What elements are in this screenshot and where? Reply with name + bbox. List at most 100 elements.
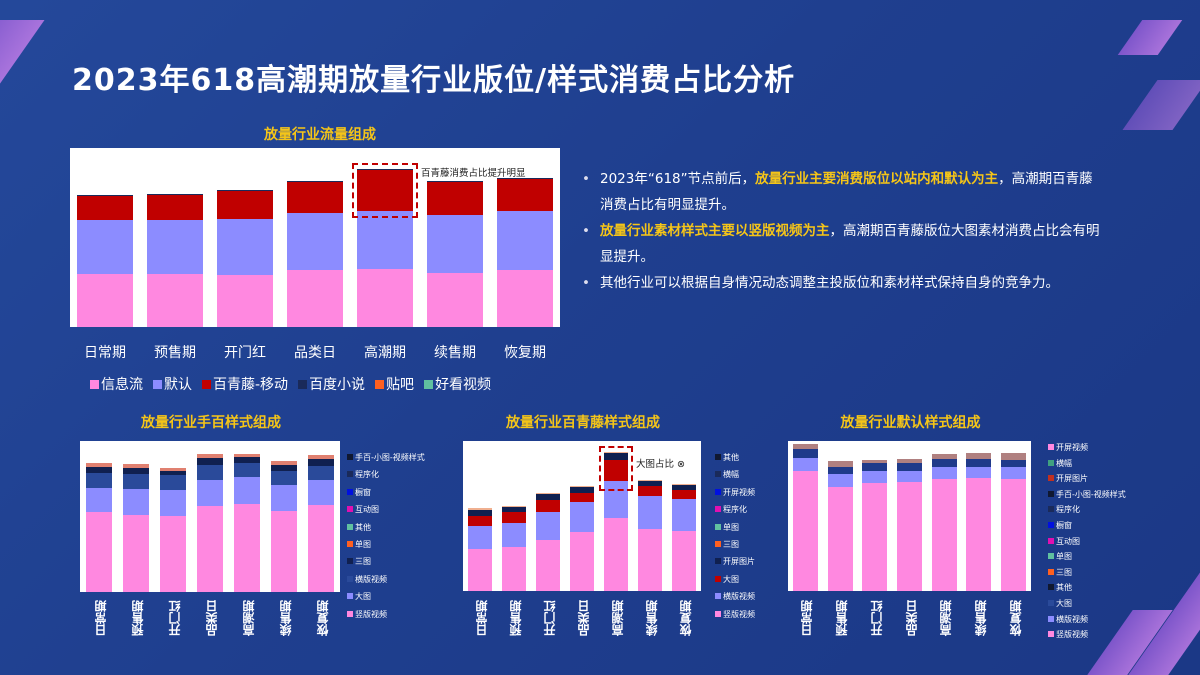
legend-label: 好看视频 xyxy=(435,377,492,393)
bar-segment xyxy=(862,483,888,591)
legend-label: 其他 xyxy=(1056,583,1072,593)
legend-swatch xyxy=(347,454,353,460)
bar-segment xyxy=(536,494,560,500)
legend-label: 竖版视频 xyxy=(1056,630,1088,640)
legend-swatch xyxy=(153,380,162,389)
legend-swatch xyxy=(715,523,721,530)
legend-label: 单图 xyxy=(723,522,739,532)
legend-label: 默认 xyxy=(164,377,192,393)
bar-segment xyxy=(308,480,335,506)
bar-segment xyxy=(862,459,888,464)
bar-segment xyxy=(77,195,133,220)
bar-segment xyxy=(287,181,343,213)
legend-item: 开屏视频 xyxy=(1048,440,1126,456)
bar-segment xyxy=(217,275,273,327)
legend-label: 单图 xyxy=(1056,552,1072,562)
bar-segment xyxy=(1001,466,1027,479)
bar-segment xyxy=(147,194,203,220)
bar-segment xyxy=(122,514,149,592)
legend-item: 横版视频 xyxy=(1048,612,1126,628)
legend-swatch xyxy=(715,610,721,617)
legend-item: 单图 xyxy=(715,519,755,536)
bullet-item: 放量行业素材样式主要以竖版视频为主，高潮期百青藤版位大图素材消费占比会有明显提升… xyxy=(580,218,1100,270)
bar-segment xyxy=(427,214,483,274)
x-tick-label: 续售期 xyxy=(434,345,476,361)
x-tick-label: 日常期 xyxy=(93,600,108,636)
legend-label: 横版视频 xyxy=(1056,614,1088,624)
legend-label: 手百-小图-视频样式 xyxy=(355,453,425,462)
bar-segment xyxy=(234,463,261,478)
legend-item: 大图 xyxy=(715,571,755,588)
legend-label: 开屏视频 xyxy=(1056,443,1088,452)
bar-segment xyxy=(197,506,223,592)
x-tick-label: 预售期 xyxy=(509,600,523,636)
bar-segment xyxy=(468,510,492,516)
legend-label: 橱窗 xyxy=(355,487,371,497)
bar-segment xyxy=(271,511,298,592)
legend-label: 三图 xyxy=(1056,567,1072,577)
bar-segment xyxy=(931,458,957,467)
legend-label: 其他 xyxy=(355,522,371,532)
legend: 手百-小图-视频样式 程序化 橱窗 互动图 其他 单图 三图 横版视频 大图 竖版视频 xyxy=(347,449,425,623)
x-tick-label: 日常期 xyxy=(84,345,126,361)
bar-segment xyxy=(792,444,818,449)
legend-swatch xyxy=(715,506,721,513)
bar-segment xyxy=(570,502,594,532)
bar-segment xyxy=(570,532,594,591)
bar-segment xyxy=(147,193,203,195)
bar-segment xyxy=(159,490,186,516)
legend-swatch xyxy=(1048,475,1054,482)
bar-segment xyxy=(77,219,133,275)
legend-item: 开屏图片 xyxy=(715,553,755,570)
bar-segment xyxy=(792,471,818,591)
legend-label: 横版视频 xyxy=(355,574,387,584)
x-tick-label: 高潮期 xyxy=(611,600,625,636)
legend-swatch xyxy=(1048,631,1054,638)
x-tick-label: 预售期 xyxy=(130,600,145,636)
bullet-text: ，高潮期百青藤消费占比有明显提升。 xyxy=(600,171,1093,213)
bar-segment xyxy=(85,512,112,592)
legend-swatch xyxy=(90,380,99,389)
bar-segment xyxy=(468,516,492,526)
bar-segment xyxy=(1001,459,1027,467)
bar-segment xyxy=(77,274,133,327)
bar-segment xyxy=(536,493,560,494)
bar-segment xyxy=(638,481,662,486)
legend-label: 程序化 xyxy=(355,470,379,480)
legend-swatch xyxy=(298,380,308,389)
bullet-item: 其他行业可以根据自身情况动态调整主投版位和素材样式保持自身的竞争力。 xyxy=(580,270,1100,296)
legend-swatch xyxy=(715,541,721,548)
legend-label: 百青藤-移动 xyxy=(213,377,289,393)
bar-segment xyxy=(827,486,853,591)
chart-title: 放量行业百青藤样式组成 xyxy=(506,415,660,431)
bar-segment xyxy=(792,448,818,458)
bar-segment xyxy=(85,473,112,489)
bar-segment xyxy=(672,499,696,531)
legend-item: 横幅 xyxy=(1048,456,1126,472)
bar-segment xyxy=(827,461,853,467)
legend-label: 大图 xyxy=(1056,598,1072,608)
bar-segment xyxy=(217,189,273,191)
legend-label: 横幅 xyxy=(1056,458,1072,468)
bar-segment xyxy=(287,270,343,327)
bar-segment xyxy=(357,210,413,270)
bar-segment xyxy=(77,194,133,196)
bar-segment xyxy=(85,467,112,474)
bar-segment xyxy=(122,468,149,475)
legend-swatch xyxy=(347,558,353,565)
bar-segment xyxy=(672,531,696,591)
legend-label: 程序化 xyxy=(1056,505,1080,515)
legend-label: 互动图 xyxy=(1056,536,1080,546)
legend: 开屏视频 横幅 开屏图片 手百-小图-视频样式 程序化 橱窗 互动图 单图 三图 其他 大图 横版视频… xyxy=(1048,440,1126,643)
bullet-text: ，高潮期百青藤版位大图素材消费占比会有明显提升。 xyxy=(600,223,1100,265)
bar-segment xyxy=(966,466,992,478)
bar-segment xyxy=(897,463,922,471)
legend-item: 橱窗 xyxy=(1048,518,1126,534)
bar-segment xyxy=(122,464,149,469)
legend-item: 单图 xyxy=(1048,549,1126,565)
bar-segment xyxy=(931,466,957,479)
legend-label: 单图 xyxy=(355,540,371,550)
legend-swatch xyxy=(347,471,353,478)
bar-segment xyxy=(792,457,818,471)
legend-swatch xyxy=(347,488,353,495)
